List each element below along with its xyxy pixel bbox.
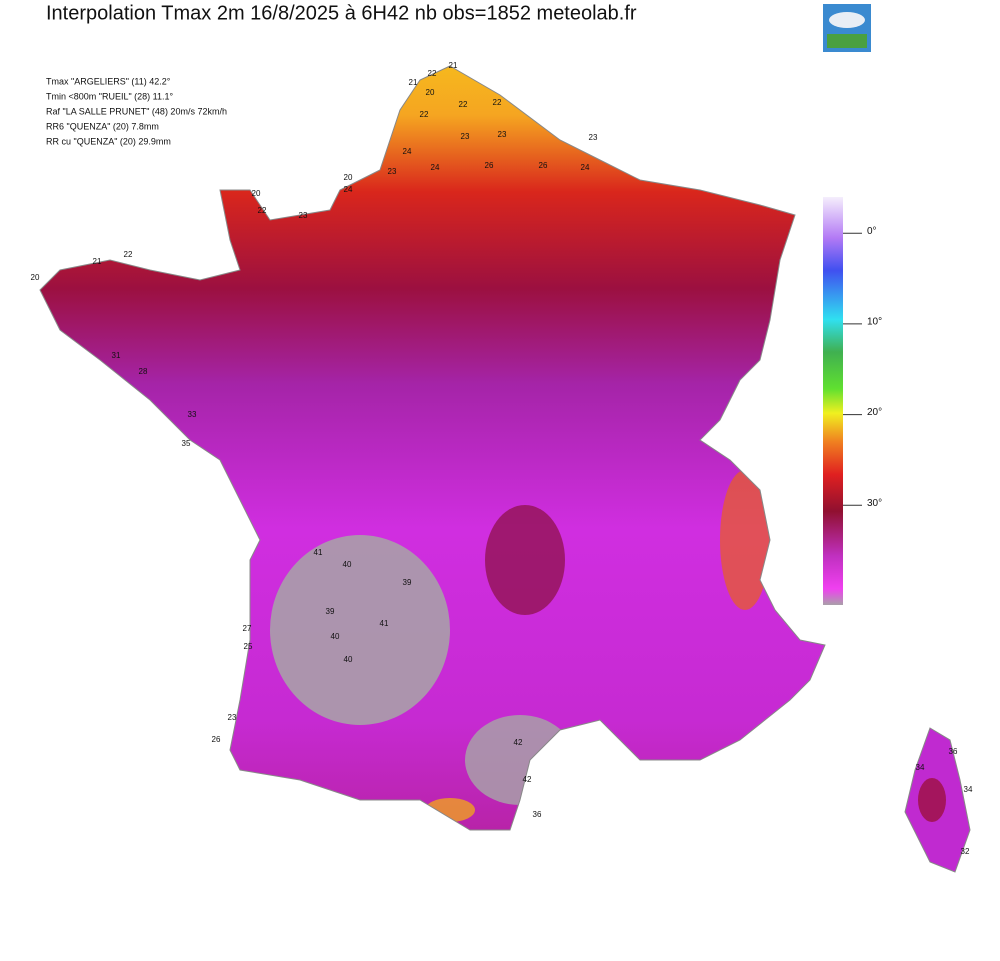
station-value: 31 <box>112 351 121 360</box>
station-value: 28 <box>139 367 148 376</box>
station-value: 26 <box>485 161 494 170</box>
station-value: 23 <box>388 167 397 176</box>
station-value: 36 <box>949 747 958 756</box>
station-value: 40 <box>344 655 353 664</box>
station-value: 22 <box>258 206 267 215</box>
stat-line: RR6 "QUENZA" (20) 7.8mm <box>46 121 159 131</box>
station-value: 22 <box>428 69 437 78</box>
station-value: 35 <box>182 439 191 448</box>
station-value: 23 <box>589 133 598 142</box>
logo <box>823 4 871 52</box>
scale-label: 0° <box>867 226 877 237</box>
stat-line: Tmax "ARGELIERS" (11) 42.2° <box>46 76 171 86</box>
station-value: 32 <box>961 847 970 856</box>
station-value: 39 <box>326 607 335 616</box>
stations: 21 22 21 20 22 22 22 23 23 23 24 23 24 26 26 24 20 24 20 22… <box>31 61 973 856</box>
station-value: 23 <box>228 713 237 722</box>
stat-line: Raf "LA SALLE PRUNET" (48) 20m/s 72km/h <box>46 106 227 116</box>
stat-line: Tmin <800m "RUEIL" (28) 11.1° <box>46 91 174 101</box>
station-value: 25 <box>244 642 253 651</box>
station-value: 27 <box>243 624 252 633</box>
station-value: 26 <box>539 161 548 170</box>
station-value: 41 <box>380 619 389 628</box>
station-value: 20 <box>31 273 40 282</box>
station-value: 42 <box>523 775 532 784</box>
stats-block: Tmax "ARGELIERS" (11) 42.2° Tmin <800m "R… <box>46 76 227 146</box>
scale-label: 30° <box>867 498 882 509</box>
station-value: 21 <box>93 257 102 266</box>
station-value: 36 <box>533 810 542 819</box>
station-value: 33 <box>188 410 197 419</box>
station-value: 21 <box>449 61 458 70</box>
station-value: 24 <box>403 147 412 156</box>
scale-ticks: 0° 10° 20° 30° <box>843 226 882 509</box>
station-value: 23 <box>299 211 308 220</box>
station-value: 22 <box>493 98 502 107</box>
station-value: 20 <box>344 173 353 182</box>
stat-line: RR cu "QUENZA" (20) 29.9mm <box>46 136 171 146</box>
station-value: 40 <box>331 632 340 641</box>
station-value: 22 <box>124 250 133 259</box>
station-value: 34 <box>964 785 973 794</box>
scale-label: 20° <box>867 407 882 418</box>
station-value: 41 <box>314 548 323 557</box>
station-value: 24 <box>344 185 353 194</box>
station-value: 20 <box>252 189 261 198</box>
station-value: 39 <box>403 578 412 587</box>
station-value: 24 <box>431 163 440 172</box>
color-scale <box>823 197 843 605</box>
station-value: 34 <box>916 763 925 772</box>
station-value: 21 <box>409 78 418 87</box>
station-value: 22 <box>420 110 429 119</box>
station-value: 22 <box>459 100 468 109</box>
title: Interpolation Tmax 2m 16/8/2025 à 6H42 n… <box>46 2 637 24</box>
station-value: 23 <box>461 132 470 141</box>
station-value: 42 <box>514 738 523 747</box>
scale-label: 10° <box>867 317 882 328</box>
station-value: 23 <box>498 130 507 139</box>
station-value: 26 <box>212 735 221 744</box>
station-value: 24 <box>581 163 590 172</box>
station-value: 40 <box>343 560 352 569</box>
station-value: 20 <box>426 88 435 97</box>
